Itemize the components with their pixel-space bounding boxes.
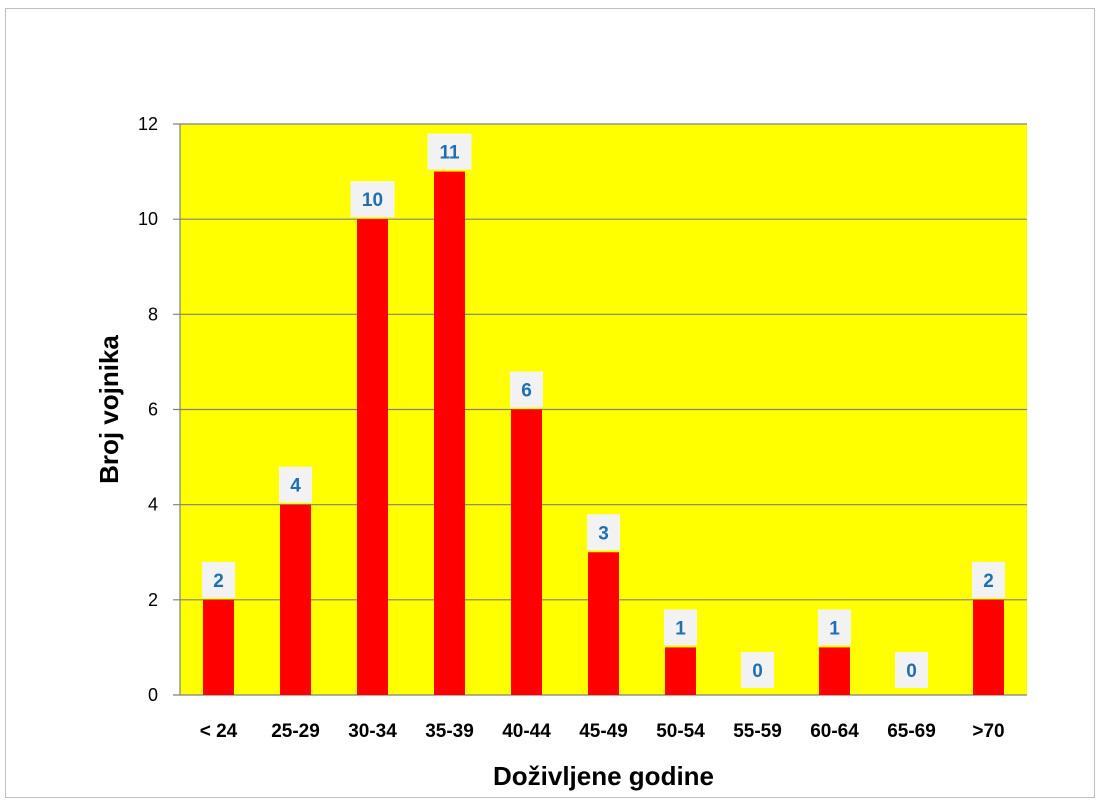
data-label: 2 xyxy=(983,571,994,592)
x-tick-label: 65-69 xyxy=(887,721,936,742)
data-label-box xyxy=(972,561,1005,598)
data-label: 11 xyxy=(439,143,460,164)
data-label-box xyxy=(279,466,312,503)
data-label-box xyxy=(895,652,928,688)
data-label: 0 xyxy=(906,661,917,682)
data-label-box xyxy=(664,609,697,646)
y-tick-label: 8 xyxy=(148,304,158,324)
y-tick-label: 6 xyxy=(148,400,158,420)
data-label-box xyxy=(587,514,620,551)
data-label: 1 xyxy=(829,618,840,639)
bar xyxy=(357,219,388,695)
bar xyxy=(973,599,1004,695)
y-tick-label: 10 xyxy=(138,209,158,229)
bar xyxy=(203,599,234,695)
bar xyxy=(511,409,542,695)
data-label: 3 xyxy=(598,523,609,544)
y-tick-label: 2 xyxy=(148,590,158,610)
x-tick-label: 30-34 xyxy=(348,721,397,742)
bar xyxy=(588,552,619,695)
data-label-box xyxy=(741,652,774,688)
y-tick-label: 4 xyxy=(148,495,158,515)
data-label: 1 xyxy=(675,618,686,639)
data-label: 10 xyxy=(362,190,383,211)
y-tick-label: 0 xyxy=(148,685,158,705)
data-label: 6 xyxy=(521,381,532,402)
x-tick-label: >70 xyxy=(972,721,1004,742)
x-tick-label: 60-64 xyxy=(810,721,859,742)
bar xyxy=(665,647,696,695)
data-label-box xyxy=(818,609,851,646)
data-label-box xyxy=(510,371,543,408)
x-tick-label: 35-39 xyxy=(425,721,474,742)
y-tick-label: 12 xyxy=(138,114,158,134)
bar xyxy=(280,504,311,695)
x-axis-ticks: < 24 25-29 30-34 35-39 40-44 45-49 50-54 55-59 6… xyxy=(200,721,1005,742)
x-tick-label: 45-49 xyxy=(579,721,628,742)
x-tick-label: 40-44 xyxy=(502,721,551,742)
data-label: 0 xyxy=(752,661,763,682)
data-label-box xyxy=(350,181,395,218)
bar xyxy=(434,171,465,696)
data-label: 2 xyxy=(213,571,224,592)
bars xyxy=(203,171,1004,696)
x-tick-label: 50-54 xyxy=(656,721,705,742)
x-tick-label: 55-59 xyxy=(733,721,782,742)
y-axis-ticks: 0 2 4 6 8 10 12 xyxy=(138,114,158,705)
x-tick-label: 25-29 xyxy=(271,721,320,742)
x-axis-title: Doživljene godine xyxy=(493,761,714,791)
data-label-box xyxy=(427,133,472,170)
bar xyxy=(819,647,850,695)
gridlines xyxy=(173,123,1027,696)
x-tick-label: < 24 xyxy=(200,721,238,742)
y-axis-title: Broj vojnika xyxy=(94,335,124,484)
data-label-box xyxy=(202,561,235,598)
data-label: 4 xyxy=(290,476,301,497)
